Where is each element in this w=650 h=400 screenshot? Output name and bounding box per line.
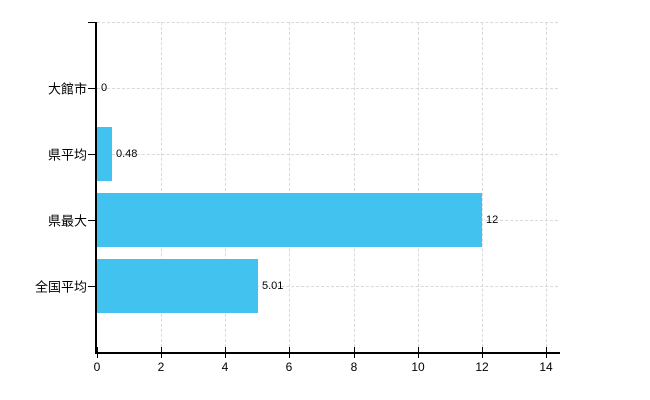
bar-2 [97, 193, 482, 247]
x-tick-label: 8 [350, 360, 358, 374]
x-tick-10 [418, 347, 419, 358]
bar-value-label: 0 [101, 82, 108, 94]
gridline-x-4 [225, 22, 226, 352]
gridline-x-14 [546, 22, 547, 352]
category-label: 県平均 [47, 147, 87, 163]
y-tick-3 [88, 286, 95, 287]
bar-value-label: 0.48 [116, 148, 138, 160]
x-tick-label: 12 [475, 360, 489, 374]
y-axis-top-tick [88, 22, 95, 23]
gridline-x-12 [482, 22, 483, 352]
x-axis-line [95, 352, 560, 354]
bar-value-label: 5.01 [262, 280, 284, 292]
bar-value-label: 12 [486, 214, 499, 226]
x-tick-label: 14 [539, 360, 553, 374]
gridline-x-2 [161, 22, 162, 352]
category-label: 県最大 [47, 213, 87, 229]
x-tick-2 [161, 347, 162, 358]
gridline-x-10 [418, 22, 419, 352]
x-tick-14 [546, 347, 547, 358]
x-tick-4 [225, 347, 226, 358]
bar-3 [97, 259, 258, 313]
y-axis-line [95, 22, 97, 354]
x-tick-label: 4 [221, 360, 229, 374]
y-tick-1 [88, 154, 95, 155]
x-tick-12 [482, 347, 483, 358]
x-tick-6 [289, 347, 290, 358]
gridline-row-0 [97, 88, 558, 89]
x-tick-label: 10 [411, 360, 425, 374]
gridline-row-1 [97, 154, 558, 155]
bar-1 [97, 127, 112, 181]
gridline-row-3 [97, 286, 558, 287]
category-label: 大館市 [47, 81, 87, 97]
y-tick-0 [88, 88, 95, 89]
y-axis-category-labels: 大館市県平均県最大全国平均 [0, 22, 87, 352]
y-tick-2 [88, 220, 95, 221]
x-tick-label: 2 [157, 360, 165, 374]
x-tick-label: 0 [93, 360, 101, 374]
x-tick-label: 6 [285, 360, 293, 374]
x-tick-0 [97, 347, 98, 358]
gridline-x-6 [289, 22, 290, 352]
gridline-x-8 [354, 22, 355, 352]
x-tick-8 [354, 347, 355, 358]
category-label: 全国平均 [34, 279, 87, 295]
plot-area: 0 0.48 12 5.01 0 2 4 6 8 10 12 14 [88, 22, 560, 374]
gridline-top [97, 22, 558, 23]
